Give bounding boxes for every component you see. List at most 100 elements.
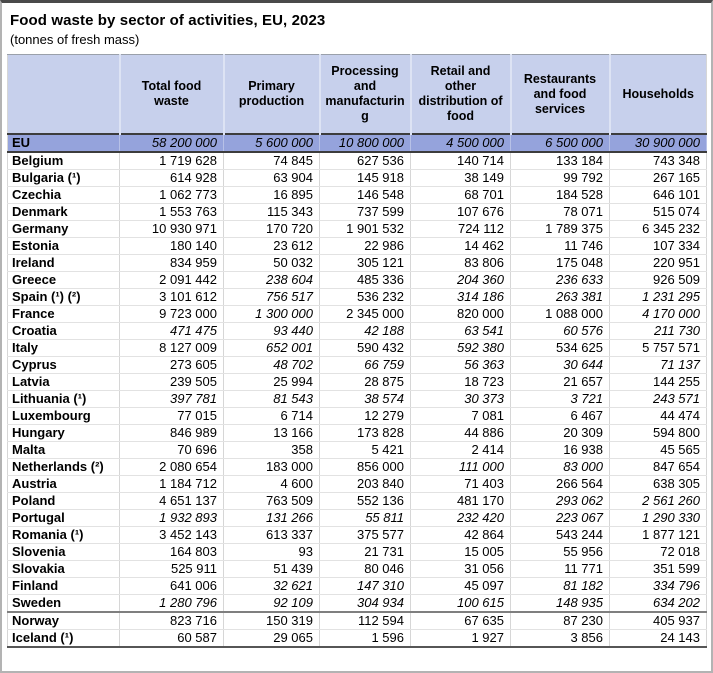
value-cell: 846 989 [119, 424, 224, 442]
value-cell: 2 561 260 [609, 492, 707, 510]
value-cell: 2 414 [410, 441, 511, 459]
value-cell: 293 062 [510, 492, 610, 510]
value-cell: 144 255 [609, 373, 707, 391]
value-cell: 266 564 [510, 475, 610, 493]
table-row: Finland 641 006 32 621 147 310 45 097 81 182 3… [7, 577, 707, 595]
value-cell: 724 112 [410, 220, 511, 238]
value-cell: 4 500 000 [410, 133, 511, 153]
table-row: Sweden 1 280 796 92 109 304 934 100 615 148 9… [7, 594, 707, 613]
value-cell: 5 421 [319, 441, 411, 459]
value-cell: 1 280 796 [119, 594, 224, 613]
value-cell: 1 553 763 [119, 203, 224, 221]
table-row: Estonia 180 140 23 612 22 986 14 462 11 746 10… [7, 237, 707, 255]
table-row: Czechia 1 062 773 16 895 146 548 68 701 184 5… [7, 186, 707, 204]
value-cell: 164 803 [119, 543, 224, 561]
table-body: EU 58 200 000 5 600 000 10 800 000 4 500 000… [7, 133, 707, 648]
value-cell: 150 319 [223, 611, 320, 630]
value-cell: 763 509 [223, 492, 320, 510]
table-row: Spain (¹) (²) 3 101 612 756 517 536 232 314 … [7, 288, 707, 306]
value-cell: 12 279 [319, 407, 411, 425]
value-cell: 170 720 [223, 220, 320, 238]
value-cell: 71 403 [410, 475, 511, 493]
value-cell: 6 500 000 [510, 133, 610, 153]
value-cell: 397 781 [119, 390, 224, 408]
country-label: Slovenia [7, 543, 120, 561]
table-row: Hungary 846 989 13 166 173 828 44 886 20 309 5… [7, 424, 707, 442]
value-cell: 243 571 [609, 390, 707, 408]
value-cell: 24 143 [609, 629, 707, 648]
value-cell: 15 005 [410, 543, 511, 561]
country-label: France [7, 305, 120, 323]
table-row: Romania (¹) 3 452 143 613 337 375 577 42 864… [7, 526, 707, 544]
value-cell: 14 462 [410, 237, 511, 255]
country-label: EU [7, 133, 120, 153]
value-cell: 536 232 [319, 288, 411, 306]
table-row: Poland 4 651 137 763 509 552 136 481 170 293 … [7, 492, 707, 510]
value-cell: 592 380 [410, 339, 511, 357]
value-cell: 236 633 [510, 271, 610, 289]
value-cell: 87 230 [510, 611, 610, 630]
value-cell: 304 934 [319, 594, 411, 613]
value-cell: 60 587 [119, 629, 224, 648]
value-cell: 175 048 [510, 254, 610, 272]
value-cell: 146 548 [319, 186, 411, 204]
table-row: Germany 10 930 971 170 720 1 901 532 724 112… [7, 220, 707, 238]
country-label: Belgium [7, 152, 120, 170]
country-label: Bulgaria (¹) [7, 169, 120, 187]
header-row: Total food waste Primary production Proces… [7, 54, 707, 134]
value-cell: 1 300 000 [223, 305, 320, 323]
country-label: Iceland (¹) [7, 629, 120, 648]
value-cell: 627 536 [319, 152, 411, 170]
value-cell: 314 186 [410, 288, 511, 306]
country-label: Lithuania (¹) [7, 390, 120, 408]
value-cell: 131 266 [223, 509, 320, 527]
value-cell: 743 348 [609, 152, 707, 170]
value-cell: 107 676 [410, 203, 511, 221]
value-cell: 145 918 [319, 169, 411, 187]
value-cell: 5 600 000 [223, 133, 320, 153]
value-cell: 81 182 [510, 577, 610, 595]
column-header: Retail and other distribution of food [410, 54, 512, 134]
table-row: Ireland 834 959 50 032 305 121 83 806 175 048… [7, 254, 707, 272]
country-label: Spain (¹) (²) [7, 288, 120, 306]
value-cell: 2 345 000 [319, 305, 411, 323]
value-cell: 83 000 [510, 458, 610, 476]
value-cell: 203 840 [319, 475, 411, 493]
value-cell: 634 202 [609, 594, 707, 613]
country-label: Czechia [7, 186, 120, 204]
table-row: Slovenia 164 803 93 21 731 15 005 55 956 72 01… [7, 543, 707, 561]
value-cell: 823 716 [119, 611, 224, 630]
value-cell: 42 864 [410, 526, 511, 544]
value-cell: 72 018 [609, 543, 707, 561]
value-cell: 239 505 [119, 373, 224, 391]
table-row: Belgium 1 719 628 74 845 627 536 140 714 133 … [7, 152, 707, 170]
table-row: Luxembourg 77 015 6 714 12 279 7 081 6 467 44 … [7, 407, 707, 425]
country-label: Cyprus [7, 356, 120, 374]
value-cell: 81 543 [223, 390, 320, 408]
value-cell: 737 599 [319, 203, 411, 221]
country-label: Netherlands (²) [7, 458, 120, 476]
value-cell: 525 911 [119, 560, 224, 578]
value-cell: 92 109 [223, 594, 320, 613]
value-cell: 1 877 121 [609, 526, 707, 544]
value-cell: 11 771 [510, 560, 610, 578]
value-cell: 3 721 [510, 390, 610, 408]
column-header: Households [609, 54, 707, 134]
value-cell: 45 565 [609, 441, 707, 459]
value-cell: 83 806 [410, 254, 511, 272]
table-row: Denmark 1 553 763 115 343 737 599 107 676 78 … [7, 203, 707, 221]
value-cell: 140 714 [410, 152, 511, 170]
value-cell: 1 789 375 [510, 220, 610, 238]
value-cell: 820 000 [410, 305, 511, 323]
table-row: Malta 70 696 358 5 421 2 414 16 938 45 565 [7, 441, 707, 459]
column-header: Restaurants and food services [510, 54, 611, 134]
value-cell: 358 [223, 441, 320, 459]
value-cell: 30 644 [510, 356, 610, 374]
value-cell: 211 730 [609, 322, 707, 340]
value-cell: 93 [223, 543, 320, 561]
value-cell: 232 420 [410, 509, 511, 527]
value-cell: 2 080 654 [119, 458, 224, 476]
value-cell: 66 759 [319, 356, 411, 374]
value-cell: 111 000 [410, 458, 511, 476]
